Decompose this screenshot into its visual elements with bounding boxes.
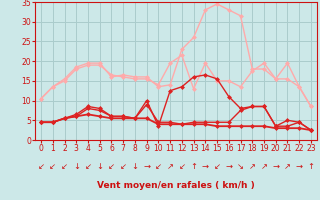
Text: ↓: ↓ (73, 162, 80, 171)
Text: ↓: ↓ (132, 162, 139, 171)
Text: ↙: ↙ (49, 162, 56, 171)
Text: Vent moyen/en rafales ( km/h ): Vent moyen/en rafales ( km/h ) (97, 181, 255, 190)
Text: ↙: ↙ (155, 162, 162, 171)
Text: →: → (225, 162, 232, 171)
Text: ↙: ↙ (120, 162, 127, 171)
Text: →: → (143, 162, 150, 171)
Text: ↙: ↙ (61, 162, 68, 171)
Text: ↓: ↓ (96, 162, 103, 171)
Text: ↘: ↘ (237, 162, 244, 171)
Text: ↗: ↗ (249, 162, 256, 171)
Text: →: → (202, 162, 209, 171)
Text: ↙: ↙ (37, 162, 44, 171)
Text: ↑: ↑ (190, 162, 197, 171)
Text: →: → (272, 162, 279, 171)
Text: ↙: ↙ (178, 162, 185, 171)
Text: ↗: ↗ (260, 162, 268, 171)
Text: ↗: ↗ (284, 162, 291, 171)
Text: ↗: ↗ (167, 162, 174, 171)
Text: ↙: ↙ (213, 162, 220, 171)
Text: ↙: ↙ (84, 162, 92, 171)
Text: ↑: ↑ (308, 162, 315, 171)
Text: ↙: ↙ (108, 162, 115, 171)
Text: →: → (296, 162, 303, 171)
